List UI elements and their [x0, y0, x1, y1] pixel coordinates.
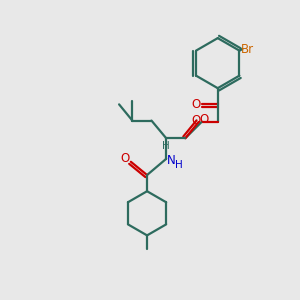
Text: O: O	[191, 98, 200, 111]
Text: H: H	[175, 160, 182, 170]
Text: O: O	[199, 112, 208, 126]
Text: O: O	[191, 114, 200, 127]
Text: H: H	[162, 141, 170, 151]
Text: N: N	[167, 154, 176, 167]
Text: Br: Br	[241, 43, 254, 56]
Text: O: O	[120, 152, 130, 165]
